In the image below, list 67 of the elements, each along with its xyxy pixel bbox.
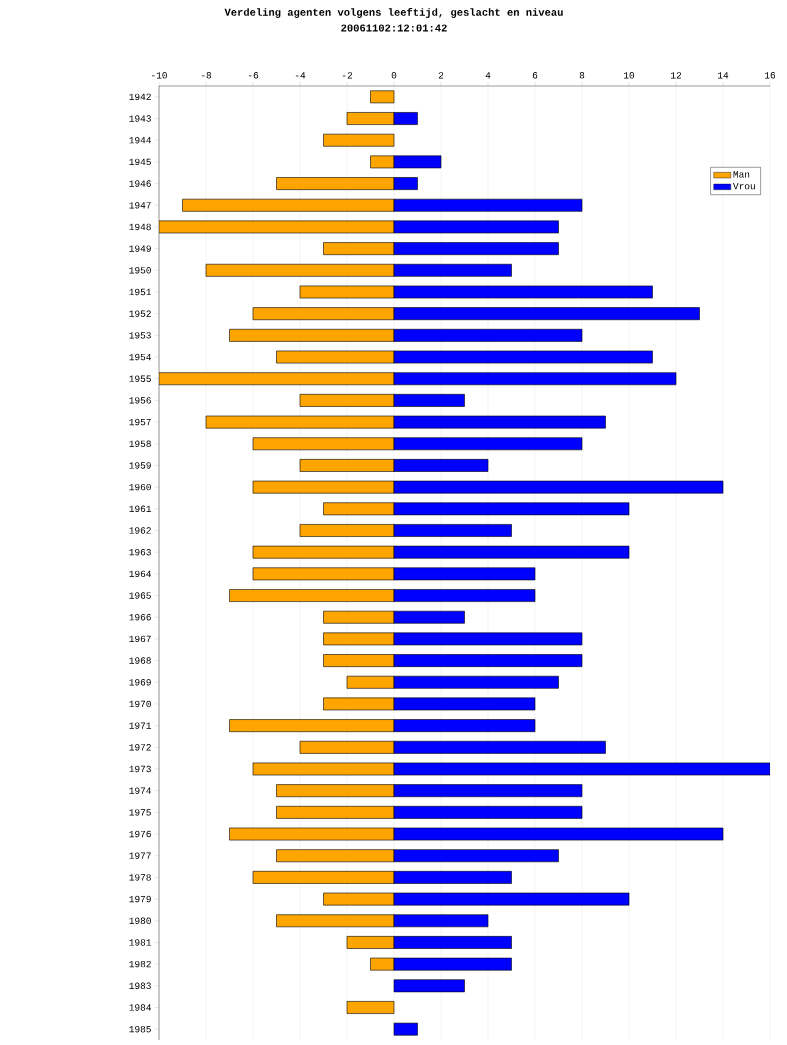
y-tick-label: 1942 xyxy=(129,93,151,101)
bar xyxy=(323,133,395,147)
y-tick-label: 1981 xyxy=(129,939,152,946)
x-tick-label: 8 xyxy=(579,72,585,79)
y-tick-label: 1968 xyxy=(129,657,151,664)
y-tick-label: 1956 xyxy=(129,397,151,404)
y-tick-label: 1948 xyxy=(129,223,151,231)
y-tick-label: 1950 xyxy=(129,267,151,274)
y-tick-label: 1962 xyxy=(129,527,151,534)
x-tick-label: 0 xyxy=(391,72,397,79)
y-tick-label: 1945 xyxy=(129,158,151,166)
y-tick-label: 1984 xyxy=(129,1004,151,1011)
y-tick-label: 1974 xyxy=(129,787,151,794)
y-tick-label: 1953 xyxy=(129,332,151,339)
y-tick-label: 1960 xyxy=(129,483,151,491)
x-tick-label: -4 xyxy=(295,72,306,79)
x-tick-label: 4 xyxy=(485,72,491,79)
y-tick-label: 1982 xyxy=(129,960,151,968)
y-tick-label: 1972 xyxy=(129,744,151,751)
y-tick-label: 1967 xyxy=(129,635,151,643)
y-tick-label: 1947 xyxy=(129,202,151,209)
y-tick-label: 1980 xyxy=(129,917,151,924)
bar xyxy=(370,90,395,104)
y-tick-label: 1973 xyxy=(129,765,151,773)
x-tick-label: 6 xyxy=(532,72,538,79)
y-tick-label: 1957 xyxy=(129,418,151,426)
y-tick-label: 1964 xyxy=(129,570,151,578)
y-tick-label: 1985 xyxy=(129,1025,151,1033)
x-tick-label: -10 xyxy=(152,72,167,79)
x-tick-label: -6 xyxy=(248,72,259,79)
legend-label: Vrou xyxy=(732,183,755,190)
bar xyxy=(393,1022,418,1036)
y-tick-label: 1958 xyxy=(129,440,151,447)
bar xyxy=(346,1001,395,1014)
y-tick-label: 1959 xyxy=(129,462,151,469)
y-tick-label: 1966 xyxy=(129,614,151,621)
chart-title: Verdeling agenten volgens leeftijd, geslacht en niveau xyxy=(224,8,563,18)
x-tick-label: 16 xyxy=(765,72,776,79)
chart-subtitle: 20061102:12:01:42 xyxy=(341,24,447,32)
x-tick-label: 12 xyxy=(671,72,682,79)
x-tick-label: 14 xyxy=(718,72,729,79)
y-tick-label: 1983 xyxy=(129,982,151,990)
y-tick-label: 1976 xyxy=(129,830,151,838)
y-tick-label: 1970 xyxy=(129,700,151,708)
y-tick-label: 1977 xyxy=(129,852,151,859)
y-tick-label: 1955 xyxy=(129,375,151,382)
x-tick-label: 2 xyxy=(438,72,444,79)
x-tick-label: -8 xyxy=(201,72,212,79)
y-tick-label: 1949 xyxy=(129,245,151,252)
y-tick-label: 1975 xyxy=(129,809,151,816)
y-tick-label: 1946 xyxy=(129,180,151,187)
y-tick-label: 1952 xyxy=(129,310,151,317)
x-tick-label: -2 xyxy=(342,72,353,79)
y-tick-label: 1969 xyxy=(129,679,151,686)
legend-label: Man xyxy=(733,171,750,178)
y-tick-label: 1943 xyxy=(129,115,151,122)
y-tick-label: 1978 xyxy=(129,874,151,881)
bar xyxy=(393,979,465,993)
x-tick-label: 10 xyxy=(624,72,635,79)
y-tick-label: 1944 xyxy=(129,137,151,144)
y-tick-label: 1961 xyxy=(129,505,152,513)
y-tick-label: 1963 xyxy=(129,548,151,556)
y-tick-label: 1954 xyxy=(129,353,151,361)
y-tick-label: 1971 xyxy=(129,722,152,729)
y-tick-label: 1965 xyxy=(129,592,151,599)
y-tick-label: 1979 xyxy=(129,895,151,903)
y-tick-label: 1951 xyxy=(129,288,152,296)
